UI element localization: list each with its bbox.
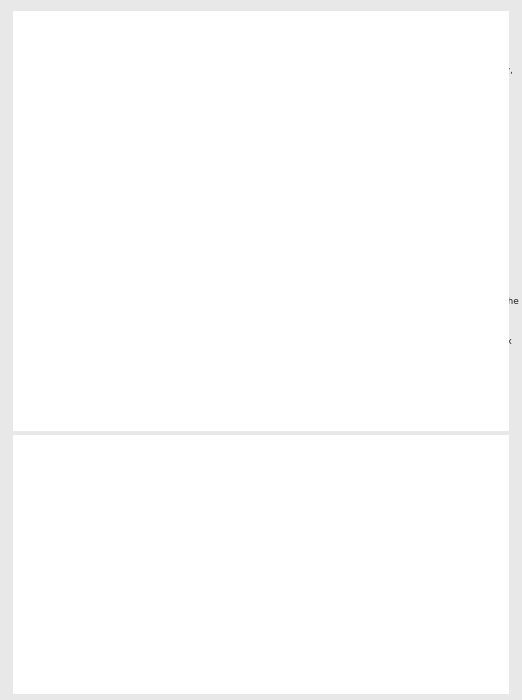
Text: H i: H i [68,251,81,260]
Text: At any given time, t, the displacement of projectile can be calculated using its: At any given time, t, the displacement o… [33,477,494,486]
Text: Figure 1 – Projectile trajectory: Figure 1 – Projectile trajectory [188,255,334,265]
Text: Plots: Plots [33,634,65,647]
Text: (3): (3) [459,508,474,518]
Text: Projectile motion is a form of motion where an object moves in a bilaterally sym: Projectile motion is a form of motion wh… [33,28,513,87]
Text: As shown in Fig. 1, the x, y coordinate system has its origin at O.  The initial: As shown in Fig. 1, the x, y coordinate … [33,337,512,359]
Text: $V_x = V \bullet \cos\theta$: $V_x = V \bullet \cos\theta$ [112,364,182,378]
Text: (1): (1) [459,364,474,374]
Text: H  max: H max [269,199,304,209]
Text: Introduction: Introduction [33,19,114,32]
Text: 0: 0 [114,270,120,280]
Text: $y = V \bullet t \bullet \sin\theta - \frac{1}{2}gt^2 + H\_i$: $y = V \bullet t \bullet \sin\theta - \f… [112,545,252,564]
Text: V: V [150,213,158,223]
Text: In Fig. 1, the initial elevation and maximum height the projectile reaches are c: In Fig. 1, the initial elevation and max… [33,284,519,319]
Text: (4): (4) [459,545,474,556]
Text: $x = V \bullet t \bullet \cos\theta$: $x = V \bullet t \bullet \cos\theta$ [112,508,191,520]
Text: $\theta$: $\theta$ [155,227,163,239]
Text: Equations: Equations [33,328,99,341]
Text: In these equations x and y are coordinates of the projectile at time t, g is the: In these equations x and y are coordinat… [33,582,509,603]
Text: (2): (2) [459,385,474,395]
Text: Geometry: Geometry [33,275,99,288]
Text: x  max: x max [258,283,291,293]
Text: $V_y = V \bullet \sin\theta$: $V_y = V \bullet \sin\theta$ [112,385,179,400]
